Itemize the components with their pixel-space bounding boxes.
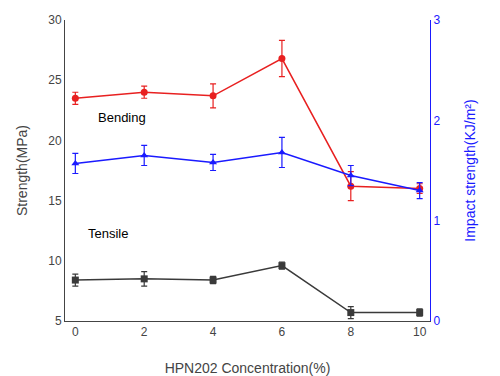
svg-text:10: 10: [413, 325, 427, 339]
svg-text:Bending: Bending: [98, 110, 146, 125]
svg-text:HPN202 Concentration(%): HPN202 Concentration(%): [165, 360, 331, 376]
svg-text:4: 4: [210, 325, 217, 339]
svg-text:15: 15: [48, 194, 62, 208]
svg-text:20: 20: [48, 134, 62, 148]
svg-text:5: 5: [55, 314, 62, 328]
svg-text:1: 1: [433, 214, 440, 228]
svg-text:Strength(MPa): Strength(MPa): [14, 125, 30, 216]
svg-text:10: 10: [48, 254, 62, 268]
svg-text:6: 6: [279, 325, 286, 339]
svg-text:0: 0: [72, 325, 79, 339]
svg-text:2: 2: [141, 325, 148, 339]
svg-text:8: 8: [347, 325, 354, 339]
svg-text:25: 25: [48, 73, 62, 87]
svg-text:2: 2: [433, 114, 440, 128]
svg-text:3: 3: [433, 13, 440, 27]
svg-text:Tensile: Tensile: [88, 226, 128, 241]
svg-text:0: 0: [433, 314, 440, 328]
svg-text:30: 30: [48, 13, 62, 27]
svg-text:Impact strength(KJ/m²): Impact strength(KJ/m²): [462, 99, 478, 241]
